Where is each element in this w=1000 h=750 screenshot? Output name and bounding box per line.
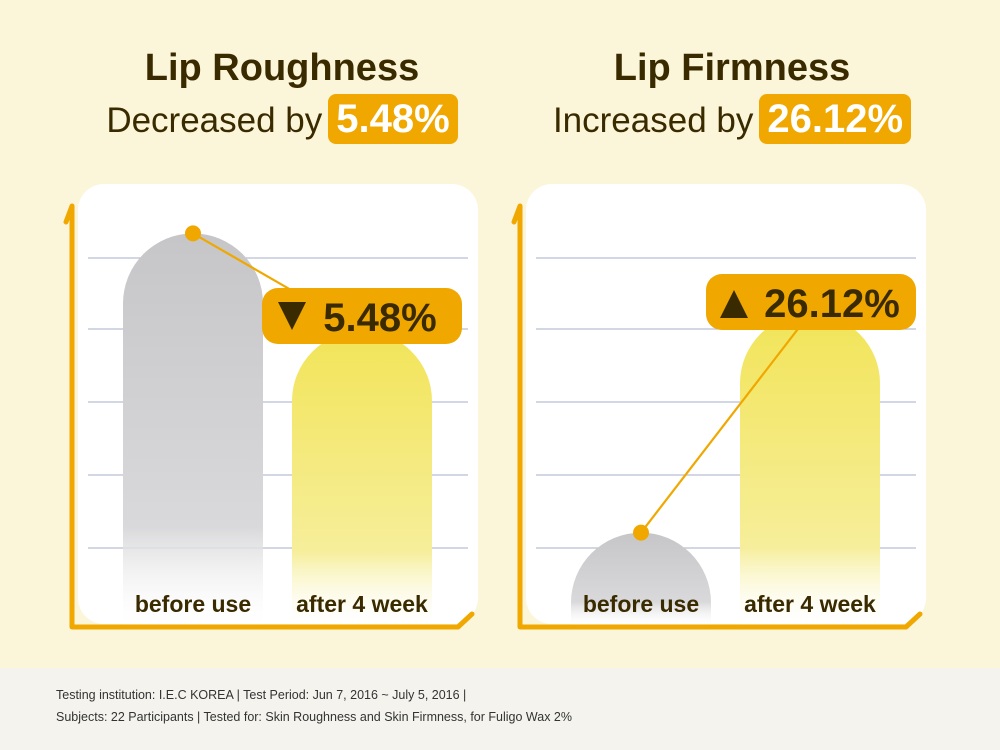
left-axis-line <box>63 203 475 630</box>
left-bar-before-use <box>123 233 263 625</box>
left-chart: 5.48% before use after 4 week <box>63 184 478 630</box>
left-point-before-use <box>185 225 201 242</box>
right-badge-background <box>706 274 916 330</box>
left-badge-background <box>262 288 462 344</box>
left-panel-subtitle-text: Decreased by <box>106 101 323 140</box>
left-category-label-before-use: before use <box>135 591 251 617</box>
left-axes <box>63 203 475 630</box>
right-trend-line <box>640 312 811 534</box>
footer-line-2: Subjects: 22 Participants | Tested for: … <box>56 710 572 724</box>
right-point-before-use <box>633 524 649 541</box>
down-triangle-icon <box>278 302 306 330</box>
right-panel-title: Lip Firmness <box>613 47 851 89</box>
bar-charts: 5.48% before use after 4 week 26.12% bef… <box>63 184 926 630</box>
left-panel-subtitle: Decreased by 5.48% <box>52 94 512 148</box>
left-panel-highlight: 5.48% <box>328 94 458 144</box>
right-chart: 26.12% before use after 4 week <box>511 184 926 630</box>
right-panel-subtitle: Increased by 26.12% <box>502 94 962 148</box>
right-badge-value: 26.12% <box>764 282 900 326</box>
left-panel-title: Lip Roughness <box>144 47 420 89</box>
right-bar-before-use <box>571 532 711 625</box>
right-panel-header: Lip Firmness Increased by 26.12% <box>502 42 962 148</box>
right-category-label-after-4-week: after 4 week <box>744 591 876 617</box>
right-bar-after-4-week <box>740 313 880 625</box>
left-category-label-after-4-week: after 4 week <box>296 591 428 617</box>
right-axis-line <box>511 203 923 630</box>
left-badge-value: 5.48% <box>323 296 436 340</box>
right-panel-subtitle-text: Increased by <box>552 101 754 140</box>
left-panel-header: Lip Roughness Decreased by 5.48% <box>52 42 512 148</box>
footer-line-1: Testing institution: I.E.C KOREA | Test … <box>56 688 467 702</box>
right-category-label-before-use: before use <box>583 591 699 617</box>
right-axes <box>511 203 923 630</box>
up-triangle-icon <box>720 290 748 318</box>
right-panel-highlight: 26.12% <box>759 94 912 144</box>
left-change-badge: 5.48% <box>262 288 462 344</box>
left-bar-after-4-week <box>292 330 432 625</box>
footer: Testing institution: I.E.C KOREA | Test … <box>0 668 1000 750</box>
right-change-badge: 26.12% <box>706 274 916 330</box>
